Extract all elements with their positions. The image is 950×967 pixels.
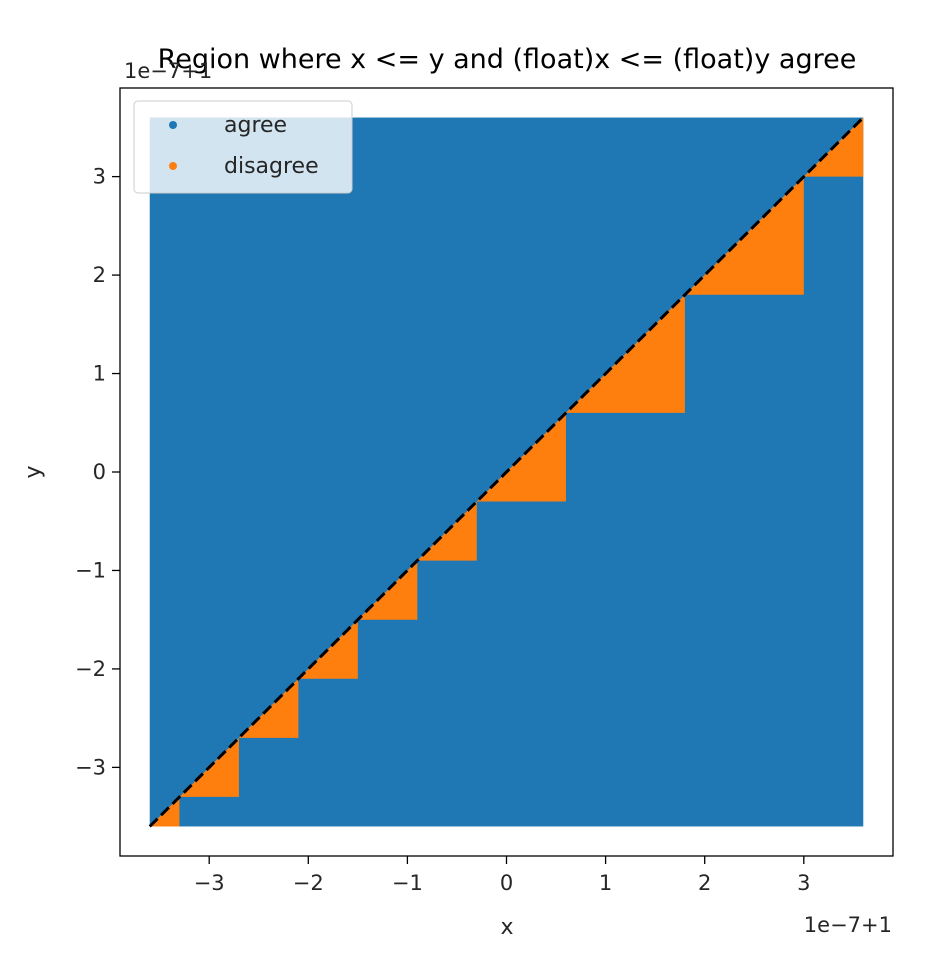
x-axis-label: x — [500, 915, 513, 940]
legend-box — [133, 100, 353, 194]
x-tick-label: −1 — [392, 871, 423, 895]
x-tick-label: 1 — [599, 871, 612, 895]
y-axis-label: y — [21, 465, 46, 478]
x-tick-label: −2 — [293, 871, 324, 895]
y-tick-label: −1 — [75, 558, 106, 582]
diagonal-line — [148, 116, 865, 828]
y-tick-label: 2 — [93, 263, 106, 287]
x-tick-label: 0 — [500, 871, 513, 895]
y-axis: −3 −2 −1 0 1 2 3 — [75, 165, 120, 779]
legend-marker-disagree — [169, 162, 177, 170]
x-tick-label: 3 — [797, 871, 810, 895]
y-tick-label: 1 — [93, 362, 106, 386]
y-offset-text: 1e−7+1 — [124, 59, 212, 83]
legend-label-agree: agree — [224, 113, 287, 138]
legend-label-disagree: disagree — [224, 154, 319, 179]
y-tick-label: −2 — [75, 657, 106, 681]
x-offset-text: 1e−7+1 — [804, 913, 892, 937]
plot-area — [148, 116, 865, 828]
x-axis: −3 −2 −1 0 1 2 3 — [194, 856, 810, 895]
x-tick-label: 2 — [698, 871, 711, 895]
y-tick-label: −3 — [75, 755, 106, 779]
x-tick-label: −3 — [194, 871, 225, 895]
chart-title: Region where x <= y and (float)x <= (flo… — [158, 44, 857, 75]
y-tick-label: 0 — [93, 460, 106, 484]
y-tick-label: 3 — [93, 165, 106, 189]
legend-marker-agree — [169, 121, 177, 129]
legend: agree disagree — [133, 100, 353, 194]
